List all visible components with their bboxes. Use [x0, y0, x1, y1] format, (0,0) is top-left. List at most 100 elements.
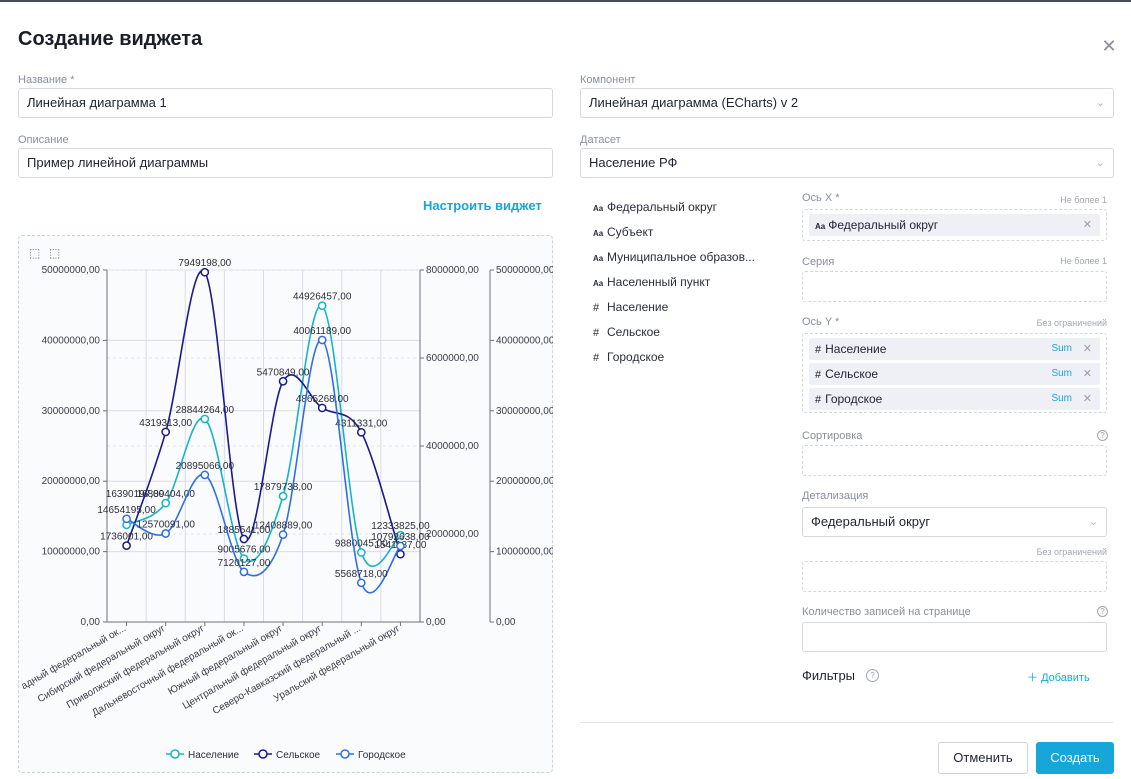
dataset-select[interactable]: Население РФ ⌄ [580, 148, 1114, 178]
y-left-tick-label: 0,00 [81, 617, 101, 628]
y-mid-tick-label: 4000000,00 [426, 441, 479, 452]
y-axis-dropzone[interactable]: # Население Sum ✕ # Сельское Sum ✕ # Городское Sum… [802, 333, 1107, 413]
number-type-icon: # [593, 327, 600, 339]
description-value: Пример линейной диаграммы [27, 155, 209, 170]
dataset-label: Датасет [580, 134, 621, 146]
y-right-tick-label: 40000000,00 [496, 335, 553, 346]
name-input[interactable]: Линейная диаграмма 1 [18, 88, 553, 118]
help-icon[interactable]: ? [866, 669, 879, 682]
zoom-reset-icon[interactable]: ⬚ [49, 246, 61, 260]
text-type-icon: Aa [593, 279, 604, 288]
data-label: 28844264,00 [176, 405, 235, 416]
number-type-icon: # [815, 344, 822, 356]
chevron-down-icon: ⌄ [1095, 157, 1105, 169]
records-input[interactable] [802, 622, 1107, 652]
y-left-tick-label: 10000000,00 [42, 547, 101, 558]
name-value: Линейная диаграмма 1 [27, 95, 167, 110]
dataset-field-label: Федеральный округ [607, 200, 717, 214]
dataset-field[interactable]: Aa Населенный пункт [593, 275, 710, 289]
dataset-field[interactable]: # Сельское [593, 325, 660, 339]
data-label: 14654195,00 [97, 505, 156, 516]
dataset-field[interactable]: # Городское [593, 350, 664, 364]
data-label: 1885541,00 [218, 525, 271, 536]
y-right-tick-label: 30000000,00 [496, 406, 553, 417]
zoom-icon[interactable]: ⬚ [29, 246, 41, 260]
dataset-field[interactable]: Aa Федеральный округ [593, 200, 717, 214]
number-type-icon: # [815, 369, 822, 381]
add-filter-label: Добавить [1041, 672, 1090, 684]
dataset-field[interactable]: Aa Муниципальное образов... [593, 250, 755, 264]
text-type-icon: Aa [593, 254, 604, 263]
data-label: 10792638,00 [371, 532, 430, 543]
data-label: 7120127,00 [218, 558, 271, 569]
help-icon[interactable]: ? [1097, 430, 1108, 441]
window-top-border [0, 0, 1131, 2]
data-point [278, 530, 288, 539]
y-axis-chip[interactable]: # Население Sum ✕ [809, 338, 1100, 360]
y-right-tick-label: 50000000,00 [496, 265, 553, 276]
x-axis-dropzone[interactable]: Aa Федеральный округ ✕ [802, 209, 1107, 241]
chevron-down-icon: ⌄ [1095, 97, 1105, 109]
series-label: Серия [802, 256, 835, 268]
data-point [200, 414, 210, 424]
chevron-down-icon: ⌄ [1088, 516, 1098, 528]
y-left-tick-label: 20000000,00 [42, 476, 101, 487]
x-axis-limit: Не более 1 [1060, 195, 1107, 205]
dataset-field[interactable]: # Население [593, 300, 668, 314]
dataset-field-label: Городское [607, 350, 665, 364]
data-point [317, 301, 327, 311]
add-filter-button[interactable]: ＋ Добавить [1027, 669, 1090, 685]
create-button[interactable]: Создать [1036, 742, 1114, 774]
records-label: Количество записей на странице [802, 606, 971, 618]
configure-widget-link[interactable]: Настроить виджет [423, 198, 542, 213]
detail-select[interactable]: Федеральный округ ⌄ [802, 507, 1107, 537]
x-axis-chip[interactable]: Aa Федеральный округ ✕ [809, 214, 1100, 236]
aggregation-button[interactable]: Sum [1051, 393, 1072, 404]
help-icon[interactable]: ? [1097, 606, 1108, 617]
y-axis-chip[interactable]: # Сельское Sum ✕ [809, 363, 1100, 385]
dataset-field-label: Муниципальное образов... [607, 250, 755, 264]
legend-label: Сельское [276, 750, 321, 761]
remove-icon[interactable]: ✕ [1082, 219, 1092, 231]
detail-limit: Без ограничений [1036, 547, 1107, 557]
data-label: 7949198,00 [178, 258, 231, 269]
y-mid-tick-label: 2000000,00 [426, 529, 479, 540]
remove-icon[interactable]: ✕ [1082, 368, 1092, 380]
dataset-field-label: Сельское [607, 325, 660, 339]
legend-label: Население [188, 750, 240, 761]
cancel-button[interactable]: Отменить [938, 742, 1028, 774]
data-label: 4311331,00 [335, 418, 388, 429]
data-point [278, 376, 288, 386]
description-label: Описание [18, 134, 69, 146]
sort-dropzone[interactable] [802, 445, 1107, 476]
description-input[interactable]: Пример линейной диаграммы [18, 148, 553, 178]
data-label: 9880045,00 [335, 538, 388, 549]
data-label: 40061189,00 [293, 326, 351, 337]
text-type-icon: Aa [593, 204, 604, 213]
data-point [122, 514, 131, 524]
y-left-tick-label: 50000000,00 [42, 265, 101, 276]
data-point [356, 548, 366, 557]
aggregation-button[interactable]: Sum [1051, 368, 1072, 379]
data-label: 16889404,00 [136, 489, 195, 500]
aggregation-button[interactable]: Sum [1051, 343, 1072, 354]
y-mid-tick-label: 6000000,00 [426, 353, 479, 364]
data-point [317, 403, 327, 413]
data-label: 17879738,00 [254, 482, 313, 493]
dataset-field-label: Субъект [607, 225, 654, 239]
legend-marker [340, 749, 350, 759]
data-point [356, 427, 366, 437]
remove-icon[interactable]: ✕ [1082, 393, 1092, 405]
remove-icon[interactable]: ✕ [1082, 343, 1092, 355]
text-type-icon: Aa [815, 222, 826, 231]
number-type-icon: # [593, 352, 600, 364]
component-select[interactable]: Линейная диаграмма (ECharts) v 2 ⌄ [580, 88, 1114, 118]
y-left-tick-label: 40000000,00 [42, 335, 101, 346]
series-limit: Не более 1 [1060, 256, 1107, 266]
close-icon[interactable]: ✕ [1101, 36, 1117, 56]
dataset-field[interactable]: Aa Субъект [593, 225, 653, 239]
series-dropzone[interactable] [802, 271, 1107, 302]
legend-marker [258, 749, 268, 759]
detail-dropzone[interactable] [802, 561, 1107, 592]
y-axis-chip[interactable]: # Городское Sum ✕ [809, 388, 1100, 410]
